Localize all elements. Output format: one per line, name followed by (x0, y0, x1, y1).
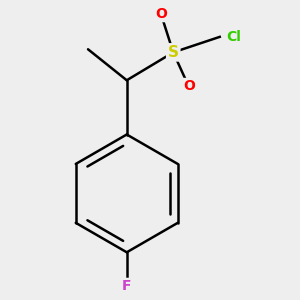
Text: Cl: Cl (226, 30, 241, 44)
Text: O: O (183, 80, 195, 94)
Text: F: F (122, 279, 131, 293)
Text: O: O (155, 7, 167, 21)
Text: S: S (168, 45, 179, 60)
